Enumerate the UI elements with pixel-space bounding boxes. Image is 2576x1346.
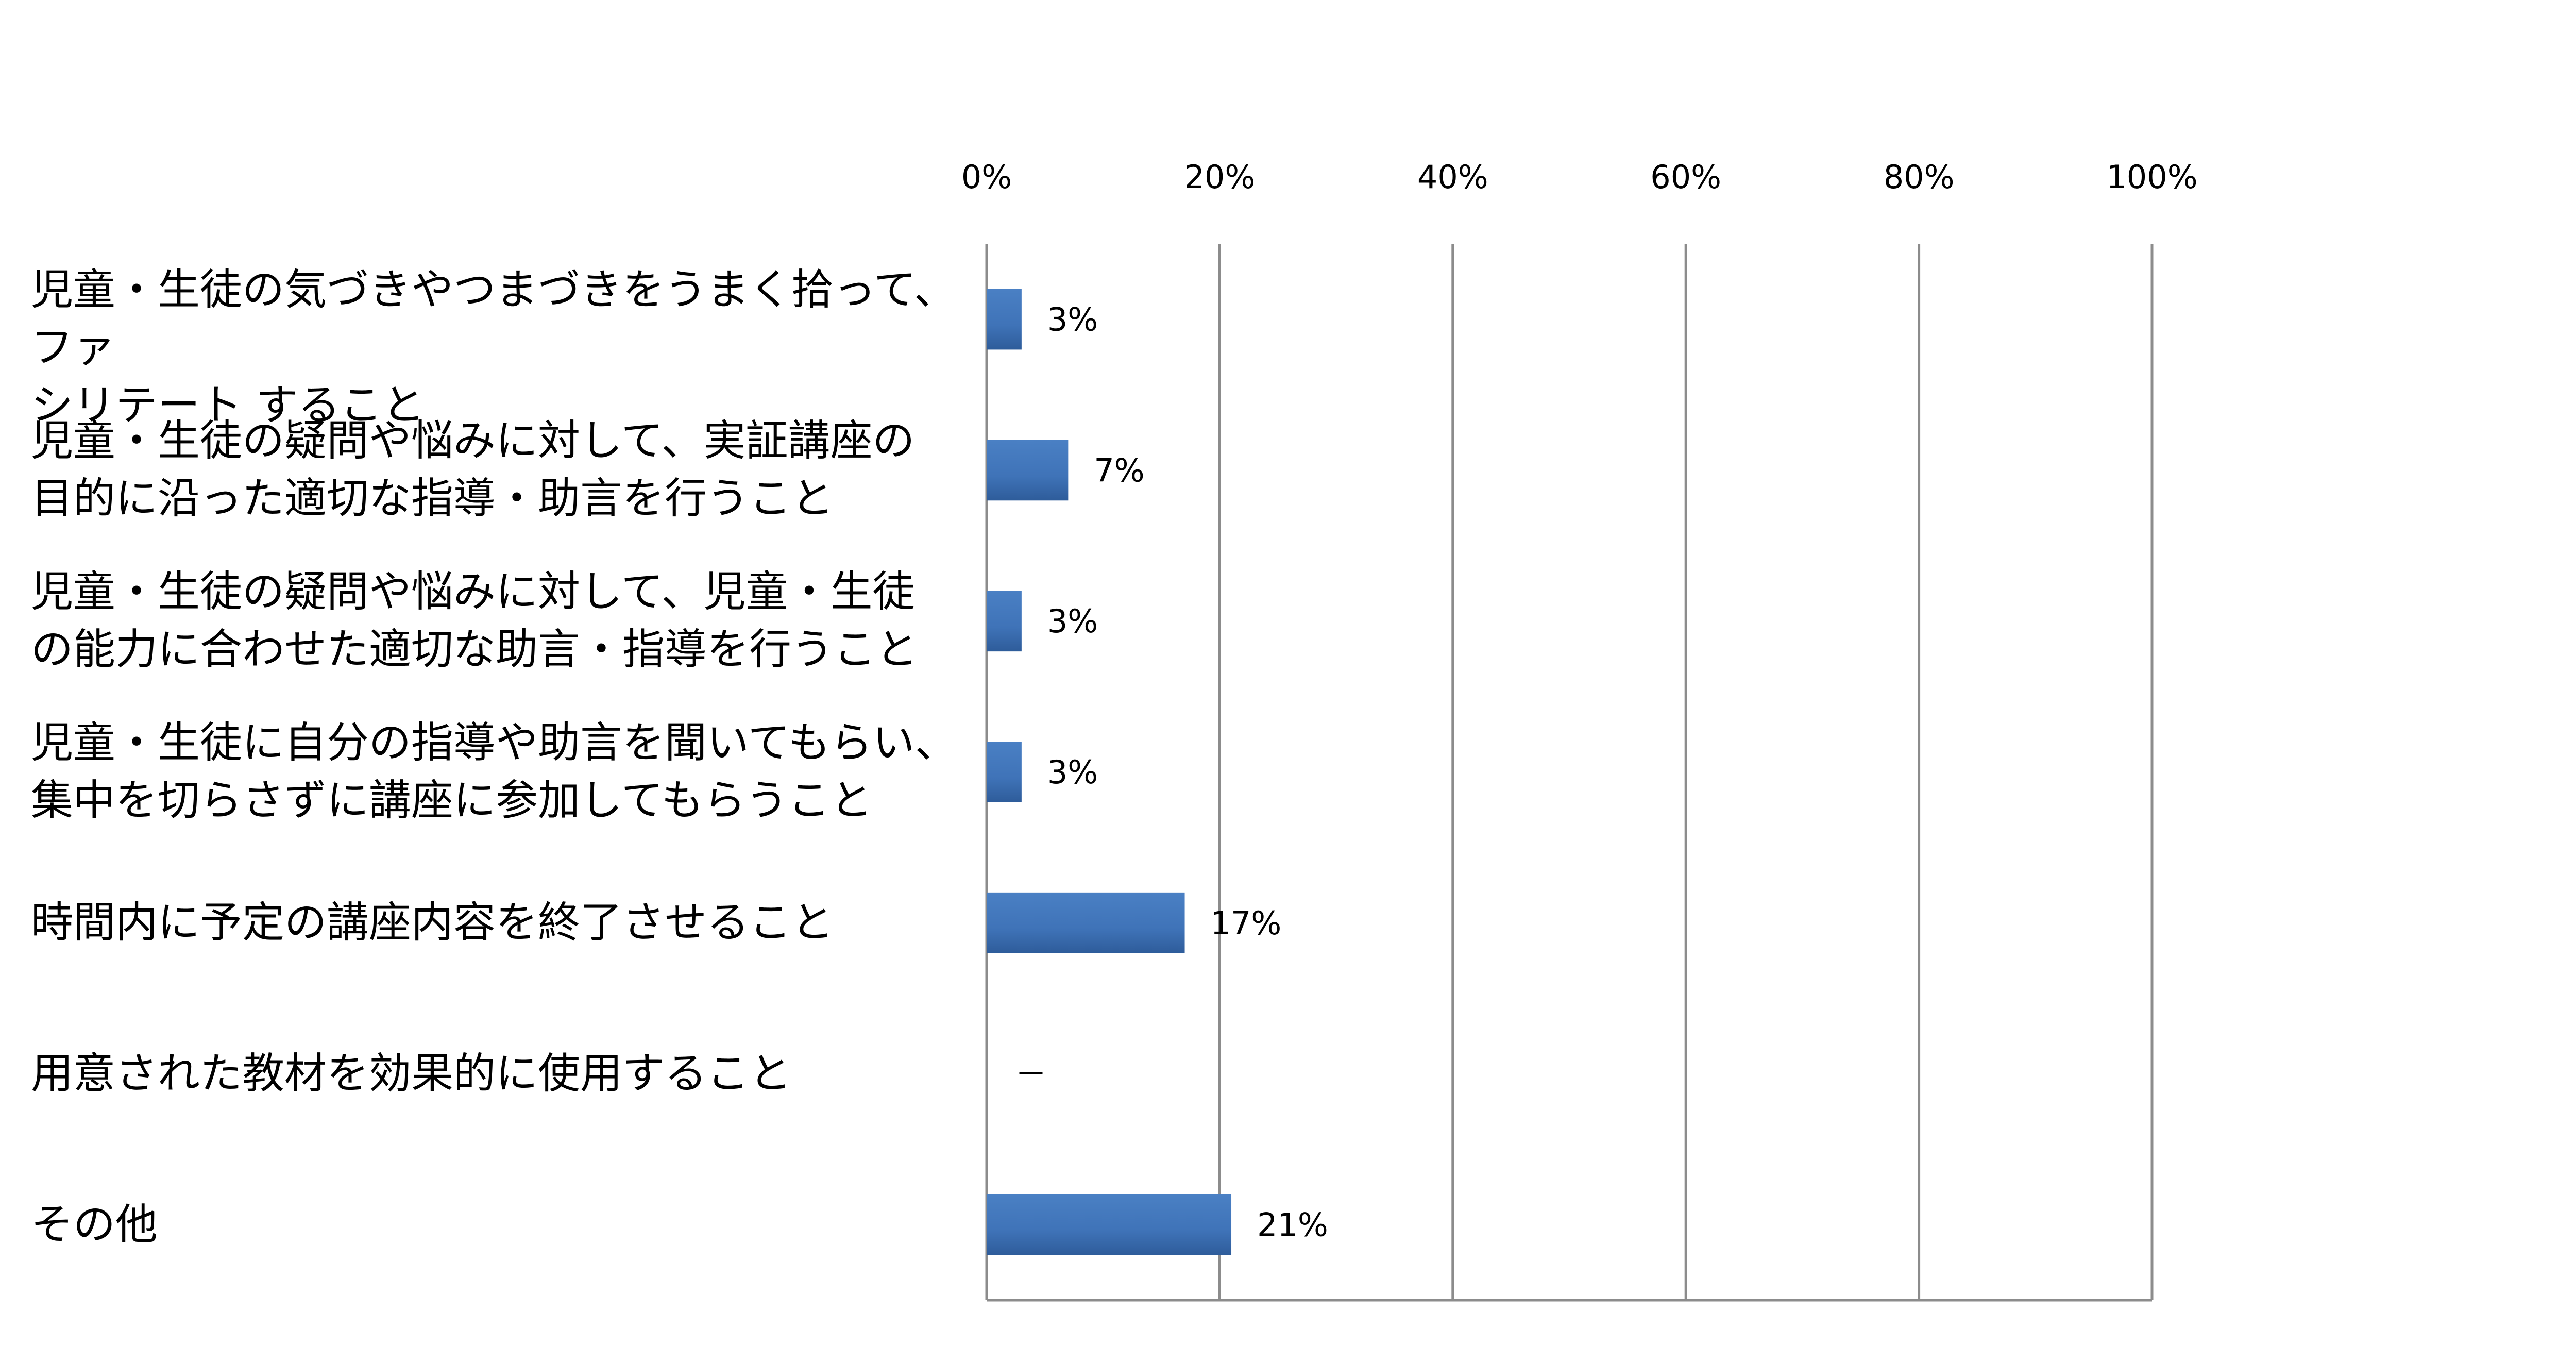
category-label: 用意された教材を効果的に使用すること xyxy=(31,1045,958,1103)
bars xyxy=(987,289,1232,1255)
data-label: － xyxy=(1015,1055,1047,1093)
bar xyxy=(987,1194,1232,1255)
category-label-line: その他 xyxy=(31,1200,158,1249)
category-label-line: 児童・生徒の疑問や悩みに対して、児童・生徒 xyxy=(31,567,915,617)
data-label: 17% xyxy=(1211,904,1282,942)
category-label: 児童・生徒の疑問や悩みに対して、児童・生徒 の能力に合わせた適切な助言・指導を行う… xyxy=(31,563,958,679)
data-labels: 3% 7% 3% 3% 17% － 21% xyxy=(1015,300,1328,1243)
category-label: その他 xyxy=(31,1196,958,1254)
category-label: 時間内に予定の講座内容を終了させること xyxy=(31,894,958,952)
x-axis-ticks: 0% 20% 40% 60% 80% 100% xyxy=(961,158,2198,196)
category-label-line: 時間内に予定の講座内容を終了させること xyxy=(31,898,834,947)
x-tick-label: 60% xyxy=(1650,158,1721,196)
bar xyxy=(987,289,1022,350)
data-label: 7% xyxy=(1094,451,1144,489)
x-tick-label: 40% xyxy=(1417,158,1488,196)
category-label-line: 児童・生徒の疑問や悩みに対して、実証講座の xyxy=(31,416,915,466)
category-label-line: 目的に沿った適切な指導・助言を行うこと xyxy=(31,474,834,524)
category-label-line: の能力に合わせた適切な助言・指導を行うこと xyxy=(31,625,919,675)
gridlines xyxy=(985,244,2154,1302)
x-tick-label: 0% xyxy=(961,158,1012,196)
data-label: 3% xyxy=(1047,602,1098,640)
data-label: 3% xyxy=(1047,753,1098,791)
bar xyxy=(987,892,1185,953)
category-label-line: 児童・生徒に自分の指導や助言を聞いてもらい、 xyxy=(31,718,957,767)
category-label: 児童・生徒の疑問や悩みに対して、実証講座の 目的に沿った適切な指導・助言を行うこと xyxy=(31,412,958,528)
bar xyxy=(987,742,1022,802)
category-label: 児童・生徒の気づきやつまづきをうまく拾って、ファシリテート すること xyxy=(31,261,958,434)
x-tick-label: 100% xyxy=(2106,158,2197,196)
category-label-line: 児童・生徒の気づきやつまづきをうまく拾って、ファ xyxy=(31,265,956,373)
category-label-line: 用意された教材を効果的に使用すること xyxy=(31,1049,792,1098)
x-tick-label: 80% xyxy=(1884,158,1955,196)
x-tick-label: 20% xyxy=(1184,158,1255,196)
data-label: 3% xyxy=(1047,300,1098,338)
bar xyxy=(987,591,1022,652)
data-label: 21% xyxy=(1257,1206,1328,1244)
category-label-line: 集中を切らさずに講座に参加してもらうこと xyxy=(31,776,873,825)
category-label: 児童・生徒に自分の指導や助言を聞いてもらい、 集中を切らさずに講座に参加してもらう… xyxy=(31,714,958,830)
bar xyxy=(987,440,1069,501)
category-label-line: シリテート すること xyxy=(31,381,425,430)
